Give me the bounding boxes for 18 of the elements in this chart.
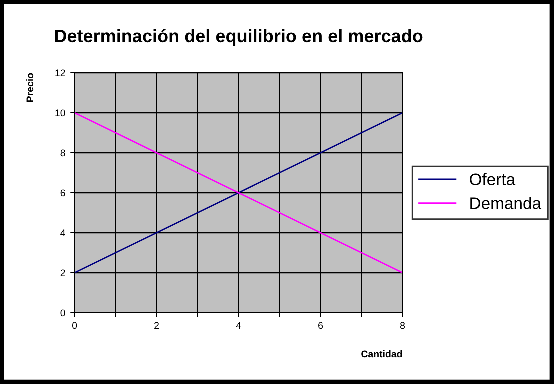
x-tick-label: 6 [318, 322, 324, 330]
x-tick-label: 4 [236, 322, 242, 330]
legend-label: Demanda [470, 197, 542, 210]
y-tick-label: 2 [60, 270, 66, 276]
x-tick-label: 2 [154, 322, 159, 330]
y-tick-label: 10 [56, 110, 66, 117]
chart-title: Determinación del equilibrio en el mercado [55, 29, 423, 46]
x-axis-title: Cantidad [362, 350, 402, 358]
x-tick-label: 8 [400, 322, 406, 330]
line-series [74, 112, 403, 274]
y-tick-label: 6 [60, 190, 66, 197]
y-tick-label: 8 [60, 150, 66, 157]
legend-label: Oferta [470, 173, 516, 186]
y-tick-label: 4 [60, 230, 66, 236]
x-tick-label: 0 [72, 322, 78, 330]
y-axis-title: Precio [26, 73, 34, 102]
y-tick-label: 12 [56, 70, 66, 76]
y-tick-label: 0 [60, 310, 66, 317]
